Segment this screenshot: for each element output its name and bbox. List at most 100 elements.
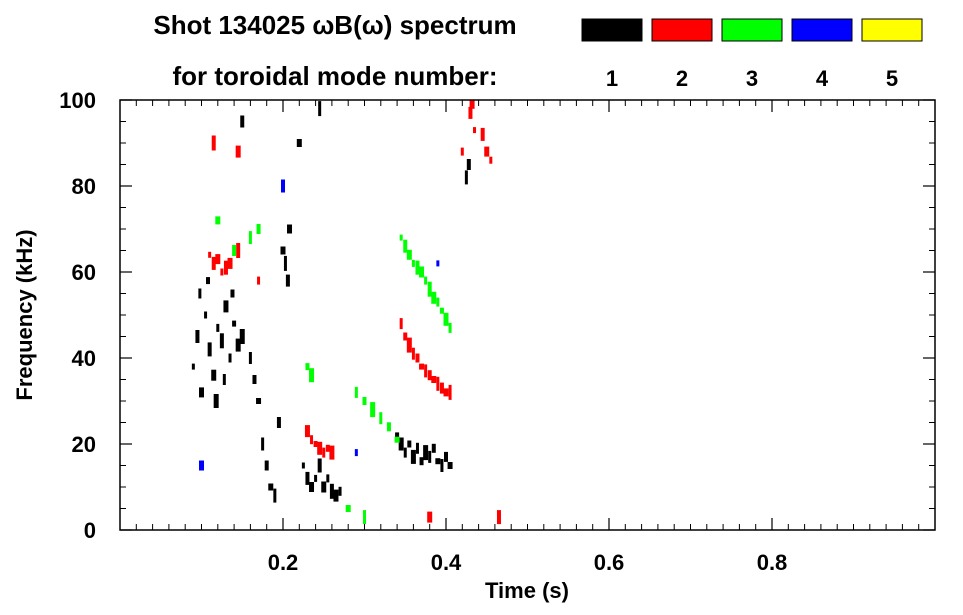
plot-frame xyxy=(119,99,936,531)
data-point-n=1 xyxy=(283,255,287,271)
data-point-n=1 xyxy=(326,474,330,483)
data-point-n=1 xyxy=(333,489,339,502)
data-point-n=1 xyxy=(464,170,468,185)
data-point-n=3 xyxy=(370,402,376,418)
data-point-n=4 xyxy=(281,179,285,193)
data-point-n=3 xyxy=(406,249,412,260)
data-point-n=2 xyxy=(227,257,233,269)
data-point-n=2 xyxy=(473,127,477,134)
data-point-n=2 xyxy=(468,106,473,119)
data-point-n=1 xyxy=(198,288,202,299)
data-point-n=2 xyxy=(257,276,261,285)
legend-label-2: 2 xyxy=(676,66,688,91)
data-point-n=3 xyxy=(256,224,261,234)
data-point-n=2 xyxy=(427,511,433,523)
data-point-n=2 xyxy=(460,147,464,156)
data-point-n=1 xyxy=(395,432,400,439)
data-point-n=4 xyxy=(436,260,440,267)
data-point-n=1 xyxy=(222,374,226,385)
x-tick-label: 0.6 xyxy=(594,550,625,575)
legend-label-5: 5 xyxy=(886,66,898,91)
data-point-n=1 xyxy=(195,330,200,343)
data-point-n=2 xyxy=(496,510,501,525)
data-point-n=1 xyxy=(232,320,237,327)
data-point-n=2 xyxy=(235,145,241,158)
data-point-n=1 xyxy=(317,458,322,473)
data-point-n=3 xyxy=(386,422,391,432)
data-point-n=3 xyxy=(345,505,351,512)
x-tick-label: 0.2 xyxy=(268,550,299,575)
data-point-n=1 xyxy=(204,311,208,319)
data-point-n=2 xyxy=(403,332,408,341)
data-point-n=1 xyxy=(199,387,204,398)
data-point-n=2 xyxy=(411,347,415,360)
data-point-n=3 xyxy=(394,436,400,443)
data-point-n=1 xyxy=(428,450,432,463)
data-point-n=3 xyxy=(415,260,420,275)
data-point-n=1 xyxy=(223,300,229,313)
data-point-n=3 xyxy=(354,386,358,398)
data-point-n=1 xyxy=(264,460,269,471)
data-point-n=2 xyxy=(436,376,440,391)
legend-swatch-3 xyxy=(721,18,783,42)
data-point-n=2 xyxy=(439,382,444,394)
legend-swatch-1 xyxy=(581,18,643,42)
legend-swatch-2 xyxy=(651,18,713,42)
data-point-n=1 xyxy=(318,101,322,117)
data-point-n=3 xyxy=(436,297,440,307)
data-point-n=3 xyxy=(424,276,428,285)
data-point-n=3 xyxy=(448,322,452,333)
data-point-n=2 xyxy=(443,388,449,397)
data-point-n=1 xyxy=(321,481,327,493)
data-point-n=3 xyxy=(379,412,383,425)
legend-label-4: 4 xyxy=(816,66,829,91)
data-point-n=2 xyxy=(484,146,490,157)
y-tick-label: 60 xyxy=(72,260,96,285)
data-point-n=1 xyxy=(219,333,224,349)
y-tick-label: 40 xyxy=(72,346,96,371)
data-point-n=2 xyxy=(427,370,432,381)
data-point-n=2 xyxy=(317,441,323,455)
data-point-n=1 xyxy=(285,274,290,287)
data-point-n=3 xyxy=(232,245,237,256)
data-point-n=1 xyxy=(305,471,310,485)
data-point-n=3 xyxy=(399,234,403,241)
data-point-n=1 xyxy=(431,443,436,453)
data-point-n=1 xyxy=(248,352,252,364)
data-point-n=1 xyxy=(207,342,212,357)
legend-swatch-4 xyxy=(791,18,853,42)
data-point-n=2 xyxy=(215,254,221,265)
chart-title-line1: Shot 134025 ωB(ω) spectrum xyxy=(153,10,516,40)
data-point-n=1 xyxy=(211,369,217,381)
data-point-n=2 xyxy=(310,435,314,445)
data-point-n=1 xyxy=(268,483,274,491)
chart-title-line2: for toroidal mode number: xyxy=(173,61,498,91)
data-point-n=2 xyxy=(431,376,437,383)
data-point-n=3 xyxy=(427,281,432,297)
data-point-n=2 xyxy=(313,441,318,447)
data-point-n=1 xyxy=(206,277,211,285)
data-point-n=3 xyxy=(215,216,221,225)
data-point-n=2 xyxy=(419,363,425,370)
data-point-n=2 xyxy=(480,127,485,141)
data-point-n=2 xyxy=(322,447,326,458)
data-point-n=1 xyxy=(415,442,419,454)
data-point-n=1 xyxy=(230,289,235,298)
data-point-n=1 xyxy=(407,440,412,448)
data-point-n=1 xyxy=(440,459,444,472)
data-point-n=2 xyxy=(415,353,420,363)
data-point-n=1 xyxy=(216,323,220,332)
axis-ticks: 0.2 0.4 0.6 0.8 0 20 40 60 80 100 xyxy=(59,88,935,575)
y-tick-label: 80 xyxy=(72,174,96,199)
data-point-n=1 xyxy=(419,457,424,466)
data-point-n=1 xyxy=(191,363,195,370)
data-point-n=2 xyxy=(329,445,335,460)
legend: 1 2 3 4 5 xyxy=(581,18,923,91)
data-point-n=2 xyxy=(469,99,475,109)
legend-label-3: 3 xyxy=(746,66,758,91)
data-point-n=1 xyxy=(256,398,262,404)
data-point-n=1 xyxy=(314,474,318,482)
data-point-n=1 xyxy=(444,451,448,462)
data-point-n=1 xyxy=(261,437,265,451)
